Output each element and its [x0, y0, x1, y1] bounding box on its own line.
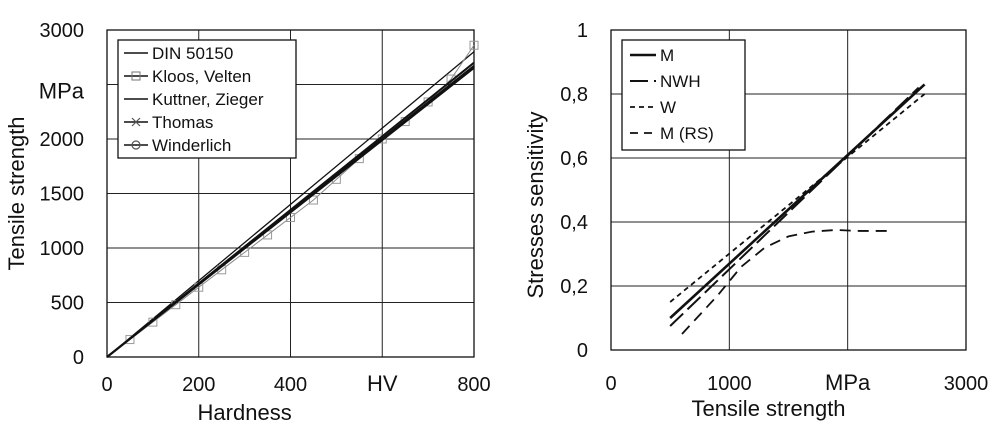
left-chart-hardness-vs-tensile: 0 500 1000 1500 2000 3000 MPa 0 200 400 800 HV Hardn… [4, 20, 491, 425]
data-point-square [148, 317, 158, 327]
y-unit-label: MPa [39, 79, 85, 104]
y-axis-title: Tensile strength [4, 116, 29, 270]
y-tick-label: 0,8 [560, 84, 588, 106]
legend-marker-square [131, 71, 141, 81]
legend-label: Thomas [152, 113, 213, 132]
series-line-w [669, 93, 926, 303]
x-tick-label: 0 [605, 373, 616, 395]
x-tick-label: 0 [101, 374, 112, 396]
plot-frame [610, 29, 967, 351]
x-tick-label: 400 [274, 374, 307, 396]
y-tick-label: 0 [73, 347, 84, 369]
y-tick-label: 3000 [40, 20, 85, 42]
x-tick-label: 200 [182, 374, 215, 396]
legend-marker-x [131, 117, 141, 127]
y-axis-title: Stresses sensitivity [523, 111, 548, 298]
x-axis-title: Tensile strength [691, 396, 845, 421]
y-tick-label: 1 [577, 20, 588, 42]
x-tick-label: 1000 [707, 373, 752, 395]
y-tick-label: 2000 [40, 129, 85, 151]
data-point-square [308, 195, 318, 205]
y-tick-label: 1000 [40, 238, 85, 260]
series-line-m-rs- [681, 229, 890, 335]
y-tick-label: 0,6 [560, 148, 588, 170]
legend-label: DIN 50150 [152, 44, 233, 63]
y-tick-label: 0,2 [560, 276, 588, 298]
series-line-nwh [669, 86, 920, 327]
plot-frame [106, 29, 475, 358]
legend-box [621, 39, 746, 151]
y-tick-label: 0,4 [560, 212, 588, 234]
y-tick-label: 0 [577, 340, 588, 362]
x-axis-title: Hardness [198, 400, 292, 425]
x-unit-label: HV [367, 371, 398, 396]
y-tick-label: 1500 [40, 184, 85, 206]
legend-label: Kloos, Velten [152, 67, 251, 86]
x-tick-label: 3000 [944, 373, 989, 395]
legend-label: W [660, 98, 676, 117]
legend-label: NWH [660, 72, 701, 91]
series-line-din-50150 [106, 51, 475, 358]
legend-label: Kuttner, Zieger [152, 90, 264, 109]
legend-label: M (RS) [660, 124, 714, 143]
x-unit-label: MPa [825, 370, 871, 395]
data-point-square [125, 335, 135, 345]
x-tick-label: 800 [457, 374, 490, 396]
series-line-winderlich [106, 61, 475, 358]
data-point-square [469, 40, 479, 50]
y-tick-label: 500 [51, 293, 84, 315]
legend-marker-circle [131, 140, 141, 150]
legend-label: M [660, 46, 674, 65]
legend-label: Winderlich [152, 136, 231, 155]
